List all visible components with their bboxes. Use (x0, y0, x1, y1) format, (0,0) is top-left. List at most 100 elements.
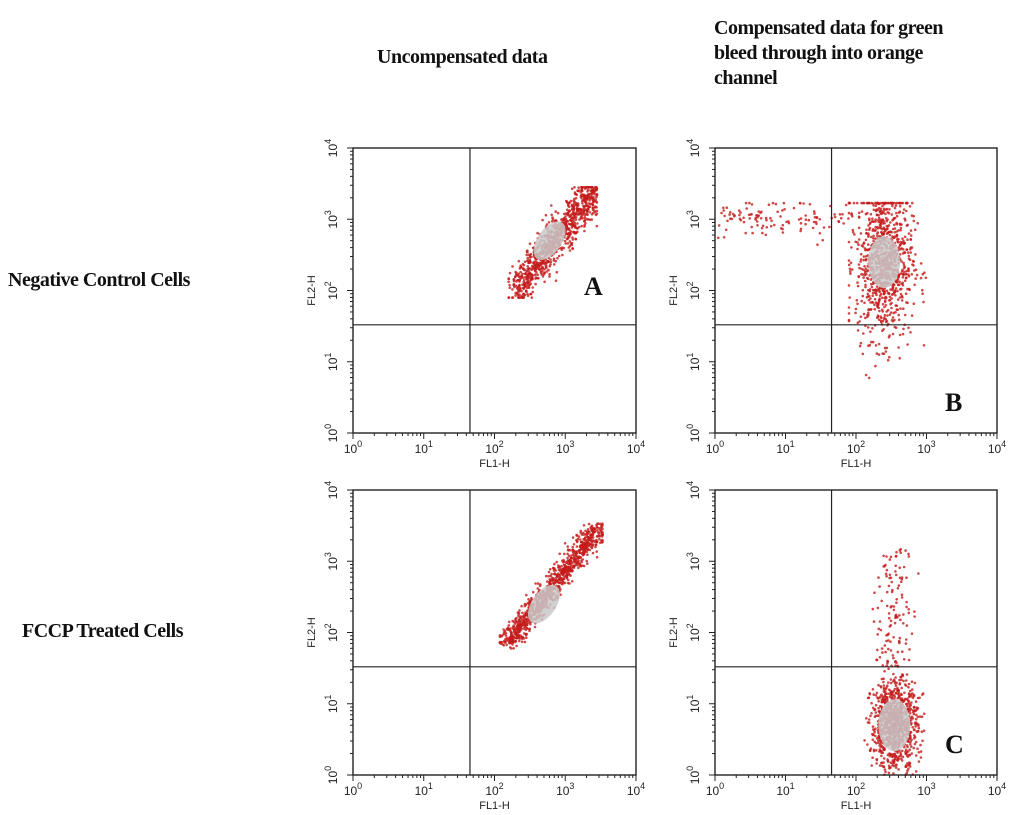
data-point (591, 190, 595, 193)
data-point (879, 686, 883, 689)
data-point (556, 256, 559, 260)
data-point (886, 662, 889, 665)
data-point (895, 598, 898, 601)
data-point (910, 745, 913, 748)
data-point (896, 283, 900, 287)
data-point (591, 206, 595, 210)
data-point (561, 573, 565, 576)
data-point (498, 635, 502, 639)
data-point (906, 343, 909, 346)
data-point (867, 243, 870, 246)
y-tick-label: 102 (323, 281, 340, 299)
data-point (883, 222, 886, 225)
data-point (578, 209, 582, 212)
data-point (535, 266, 538, 270)
data-point (582, 199, 586, 202)
data-point (888, 625, 892, 628)
data-point (884, 563, 887, 567)
data-point (536, 582, 540, 585)
data-point (859, 260, 862, 263)
data-point (910, 738, 913, 742)
data-point (921, 739, 924, 743)
data-point (519, 270, 522, 274)
data-point (799, 227, 803, 231)
data-point (863, 279, 867, 283)
data-point (900, 270, 904, 273)
data-point (862, 255, 866, 258)
data-point (897, 757, 900, 760)
data-point (523, 268, 526, 272)
data-point (914, 277, 917, 280)
data-point (882, 686, 886, 690)
data-point (549, 582, 553, 586)
data-point (883, 317, 886, 321)
data-point (888, 355, 891, 359)
data-point (895, 238, 899, 241)
data-point (723, 214, 726, 218)
data-point (877, 627, 880, 631)
data-point (863, 739, 866, 742)
x-tick-label: 100 (344, 781, 362, 798)
row-header-fccp-treated: FCCP Treated Cells (22, 620, 183, 642)
data-point (558, 552, 561, 556)
data-point (878, 585, 881, 588)
data-point (589, 536, 592, 540)
data-point (591, 536, 595, 539)
data-point (582, 205, 586, 209)
data-point (882, 211, 885, 214)
data-point (521, 272, 524, 276)
data-point (862, 332, 865, 335)
data-point (572, 205, 575, 209)
column-header-compensated: Compensated data for green bleed through… (714, 16, 1014, 91)
data-point (847, 240, 851, 244)
data-point (922, 729, 926, 732)
data-point (580, 560, 583, 564)
data-point (585, 559, 588, 563)
data-point (869, 330, 872, 334)
data-point (568, 565, 571, 569)
data-point (567, 235, 571, 239)
data-point (526, 292, 529, 296)
data-point (867, 696, 871, 699)
data-point (579, 529, 583, 533)
data-point (898, 576, 902, 580)
data-point (581, 558, 585, 561)
data-point (509, 630, 512, 633)
data-point (576, 189, 579, 192)
data-point (516, 630, 519, 633)
data-point (849, 270, 852, 273)
x-tick-label: 103 (556, 439, 574, 456)
data-point (872, 234, 875, 238)
data-point (871, 217, 874, 220)
data-point (894, 204, 898, 207)
data-point (508, 286, 512, 290)
data-point (895, 763, 898, 767)
data-point (878, 309, 881, 313)
data-point (833, 215, 837, 219)
data-point (595, 206, 598, 209)
data-point (910, 701, 913, 704)
data-point (893, 206, 897, 210)
column-header-compensated-line-3: channel (714, 67, 778, 89)
data-point (919, 750, 923, 753)
data-point (507, 620, 511, 624)
data-point (534, 258, 538, 261)
data-point (880, 296, 884, 300)
data-point (744, 231, 747, 235)
data-point (867, 311, 870, 315)
data-point (568, 209, 571, 212)
data-point (867, 224, 870, 227)
data-point (528, 621, 532, 624)
data-point (871, 294, 874, 298)
data-point (844, 203, 848, 207)
data-point (899, 754, 903, 757)
data-point (882, 565, 885, 568)
data-point (561, 578, 564, 582)
data-point (873, 708, 876, 712)
data-point (901, 749, 904, 753)
data-point (891, 288, 894, 292)
column-header-compensated-line-1: Compensated data for green (714, 17, 944, 39)
data-point (870, 201, 873, 205)
data-point (564, 567, 568, 570)
